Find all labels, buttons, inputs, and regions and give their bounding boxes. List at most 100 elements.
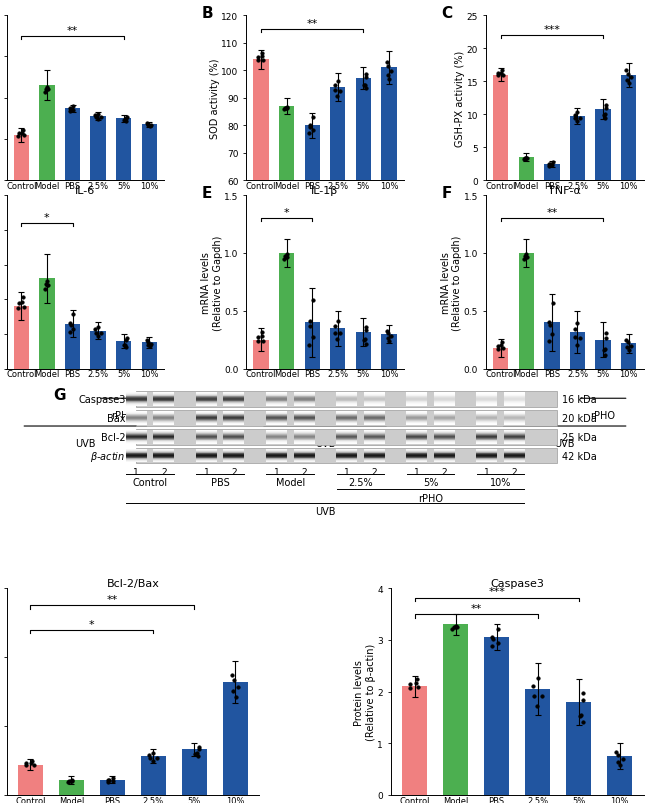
Point: [64, 327, 75, 340]
Point: [359, 79, 369, 92]
Point: [64, 774, 75, 787]
Point: [90, 327, 101, 340]
Point: [280, 251, 291, 263]
Point: [281, 249, 292, 262]
Point: [20, 759, 31, 772]
Point: [307, 294, 318, 307]
Point: [493, 70, 503, 83]
Bar: [65, 324, 80, 369]
Point: [68, 104, 78, 117]
Text: 2: 2: [371, 467, 377, 476]
Point: [144, 749, 154, 762]
Text: 2: 2: [512, 467, 517, 476]
Point: [411, 673, 422, 686]
Point: [257, 331, 267, 344]
Point: [257, 326, 268, 339]
Point: [330, 85, 341, 98]
Point: [520, 153, 530, 165]
Point: [190, 748, 201, 760]
Text: UVB: UVB: [75, 247, 96, 257]
Point: [575, 710, 585, 723]
Point: [521, 153, 531, 165]
Point: [307, 112, 318, 124]
Bar: [90, 116, 106, 181]
Point: [545, 320, 555, 332]
Text: rPHO: rPHO: [591, 221, 616, 230]
Point: [382, 56, 392, 69]
Point: [330, 320, 340, 333]
Bar: [90, 331, 106, 369]
Text: *: *: [44, 213, 50, 222]
Point: [405, 678, 415, 691]
Text: 1: 1: [484, 467, 490, 476]
Point: [384, 335, 395, 348]
Text: G: G: [53, 388, 66, 402]
Point: [121, 341, 131, 354]
Point: [332, 333, 343, 346]
Point: [572, 317, 582, 330]
Point: [335, 85, 346, 98]
Text: **: **: [107, 594, 118, 604]
Point: [487, 631, 497, 644]
Point: [488, 633, 499, 646]
FancyBboxPatch shape: [136, 448, 557, 464]
Bar: [356, 332, 371, 369]
Point: [332, 90, 343, 103]
Text: Bax: Bax: [107, 414, 125, 423]
Bar: [493, 349, 508, 369]
Bar: [607, 756, 632, 795]
Point: [572, 339, 582, 352]
Point: [493, 340, 503, 353]
Point: [40, 283, 50, 296]
Point: [229, 674, 239, 687]
Point: [569, 109, 580, 122]
Point: [103, 776, 113, 789]
Point: [383, 60, 393, 73]
Point: [623, 336, 633, 349]
Point: [96, 112, 106, 124]
Bar: [519, 158, 534, 181]
Y-axis label: Protein levels
(Relative to β-actin): Protein levels (Relative to β-actin): [354, 643, 376, 740]
Point: [536, 690, 547, 703]
Text: Bcl-2: Bcl-2: [101, 432, 125, 442]
Point: [280, 253, 290, 266]
FancyBboxPatch shape: [136, 392, 557, 407]
Bar: [621, 75, 636, 181]
Point: [623, 68, 633, 81]
Bar: [382, 68, 396, 346]
Point: [143, 336, 153, 349]
Point: [622, 75, 632, 88]
Point: [497, 64, 507, 77]
Point: [64, 103, 75, 116]
Point: [493, 622, 503, 635]
Point: [382, 325, 392, 338]
Text: rPHO: rPHO: [351, 221, 376, 230]
Bar: [595, 110, 611, 181]
Point: [144, 340, 155, 353]
Point: [281, 101, 292, 114]
Bar: [493, 75, 508, 181]
Point: [601, 100, 611, 112]
Text: Caspase3: Caspase3: [78, 395, 125, 405]
Y-axis label: GSH-PX activity (%): GSH-PX activity (%): [455, 51, 465, 147]
Point: [601, 332, 611, 345]
Bar: [382, 335, 396, 369]
Point: [410, 677, 421, 690]
Point: [547, 157, 558, 169]
Text: 25 kDa: 25 kDa: [562, 432, 597, 442]
Text: UVB: UVB: [75, 438, 96, 449]
Point: [361, 338, 371, 351]
Point: [305, 121, 315, 134]
Point: [148, 747, 159, 760]
Point: [143, 120, 153, 132]
Y-axis label: mRNA levels
(Relative to Gapdh): mRNA levels (Relative to Gapdh): [441, 235, 462, 330]
Point: [282, 251, 293, 263]
Text: 42 kDa: 42 kDa: [562, 451, 597, 461]
Point: [487, 639, 497, 652]
Text: rPHO: rPHO: [418, 493, 443, 503]
Point: [42, 275, 52, 288]
Point: [333, 75, 343, 88]
Point: [384, 74, 395, 87]
Point: [361, 320, 372, 333]
Point: [231, 691, 241, 703]
